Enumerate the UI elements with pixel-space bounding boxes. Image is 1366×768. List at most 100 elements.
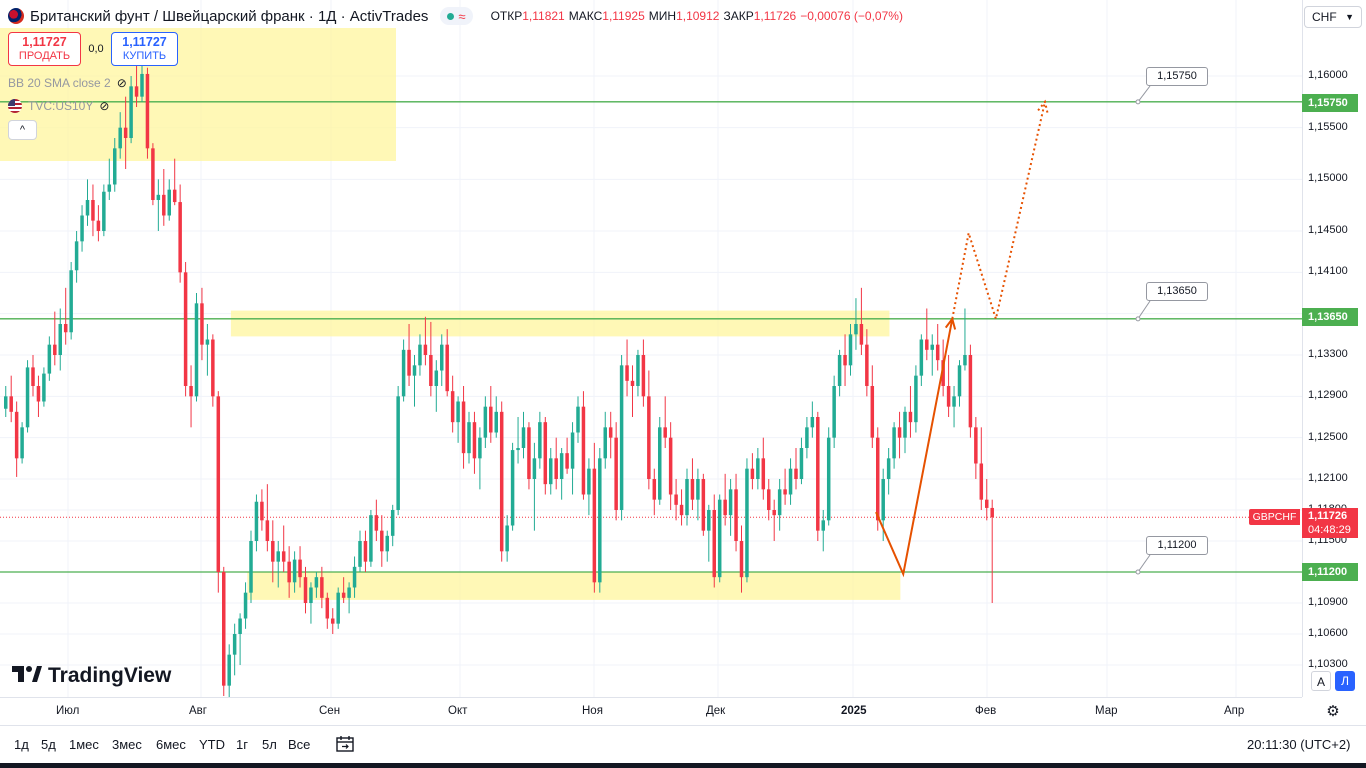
candle [739, 525, 744, 593]
tradingview-logo[interactable]: TradingView [12, 664, 171, 688]
candle [952, 386, 956, 428]
candle-body [298, 559, 302, 578]
candle [238, 613, 242, 665]
candle-body [167, 189, 171, 216]
candle-body [587, 468, 591, 495]
range-button[interactable]: 5д [41, 737, 56, 752]
callout-connector [1137, 554, 1151, 573]
range-button[interactable]: 1мес [69, 737, 99, 752]
date-range-icon[interactable] [335, 734, 355, 754]
candle-body [935, 344, 940, 361]
candle [80, 205, 84, 252]
chart-candles [4, 60, 994, 697]
symbol-title[interactable]: Британский фунт / Швейцарский франк · 1Д… [30, 7, 429, 25]
candle [777, 479, 782, 531]
time-axis[interactable] [0, 697, 1302, 725]
compare-legend[interactable]: TVC:US10Y ⊘ [8, 99, 109, 113]
candle-body [380, 530, 384, 552]
ohlc-open-value: 1,11821 [522, 9, 565, 23]
candle-body [614, 437, 618, 510]
hidden-eye-icon[interactable]: ⊘ [116, 76, 127, 90]
current-price-badge: 1,11726 04:48:29 [1302, 508, 1358, 538]
sell-price: 1,11727 [22, 35, 67, 49]
candle-body [739, 541, 744, 578]
buy-button[interactable]: 1,11727 КУПИТЬ [111, 32, 178, 66]
gear-icon[interactable]: ⚙ [1326, 703, 1340, 720]
range-button[interactable]: 6мес [156, 737, 186, 752]
candle [118, 112, 122, 159]
range-button[interactable]: YTD [199, 737, 225, 752]
level-callout-upper[interactable]: 1,15750 [1146, 67, 1208, 86]
currency-selector[interactable]: CHF ▼ [1304, 6, 1362, 28]
collapse-legend-button[interactable]: ^ [8, 120, 37, 140]
callout-connector [1137, 85, 1151, 103]
candle-body [505, 525, 509, 552]
candle [843, 334, 847, 386]
candle-body [559, 453, 564, 479]
price-tick-label: 1,13300 [1308, 348, 1348, 360]
candle-body [113, 148, 117, 185]
projection-arrowhead [1037, 99, 1049, 113]
price-tick-label: 1,12900 [1308, 389, 1348, 402]
candle-body [107, 184, 112, 192]
clock[interactable]: 20:11:30 (UTC+2) [1247, 737, 1351, 752]
candle-body [162, 194, 166, 216]
candle [865, 329, 869, 397]
candle-body [243, 592, 248, 619]
sell-button[interactable]: 1,11727 ПРОДАТЬ [8, 32, 81, 66]
callout-anchor [1135, 569, 1141, 575]
candle [892, 422, 896, 469]
candle-body [625, 365, 629, 381]
candle-body [750, 468, 755, 479]
candle-body [249, 541, 253, 593]
level-callout-middle[interactable]: 1,13650 [1146, 282, 1208, 301]
candle [42, 367, 46, 407]
candle-body [429, 355, 433, 386]
candle [870, 365, 875, 448]
candle-body [816, 417, 820, 531]
chart-canvas[interactable] [0, 0, 1302, 697]
candle [145, 67, 150, 159]
candle-body [674, 494, 678, 505]
candle [74, 231, 79, 283]
indicator-legend[interactable]: BB 20 SMA close 2 ⊘ [8, 76, 127, 90]
candle-body [892, 427, 896, 459]
ohlc-high-value: 1,11925 [602, 9, 645, 23]
price-tick-label: 1,10600 [1308, 627, 1348, 639]
candle [652, 468, 657, 516]
price-tick-label: 1,12100 [1308, 472, 1348, 484]
candle [521, 411, 526, 459]
candle-body [42, 373, 46, 402]
candle-body [467, 422, 471, 454]
candle-body [265, 520, 270, 541]
market-status[interactable]: ≈ [440, 7, 473, 25]
candle [685, 468, 689, 526]
buy-label: КУПИТЬ [122, 50, 167, 62]
range-button[interactable]: 1д [14, 737, 29, 752]
ohlc-low-value: 1,10912 [676, 9, 720, 23]
level-badge-lower: 1,11200 [1302, 563, 1358, 581]
candle [608, 411, 613, 459]
candle [805, 417, 809, 459]
candle-body [979, 463, 984, 500]
candle-body [685, 479, 689, 516]
range-button[interactable]: 1г [236, 737, 248, 752]
candle-body [963, 355, 967, 366]
candle-body [156, 194, 161, 200]
candle-body [767, 489, 771, 510]
candle [320, 566, 324, 609]
candle-body [538, 422, 542, 459]
candle [216, 391, 221, 593]
candle-body [369, 515, 373, 562]
candle-body [260, 501, 264, 521]
candle [663, 396, 667, 448]
auto-scale-button[interactable]: A [1311, 671, 1331, 691]
chart-drawings [875, 85, 1151, 578]
range-button[interactable]: 5л [262, 737, 277, 752]
range-button[interactable]: 3мес [112, 737, 142, 752]
hidden-eye-icon[interactable]: ⊘ [99, 99, 110, 113]
range-button[interactable]: Все [288, 737, 311, 752]
candle-body [80, 215, 84, 242]
level-callout-lower[interactable]: 1,11200 [1146, 536, 1208, 555]
log-scale-button[interactable]: Л [1335, 671, 1355, 691]
